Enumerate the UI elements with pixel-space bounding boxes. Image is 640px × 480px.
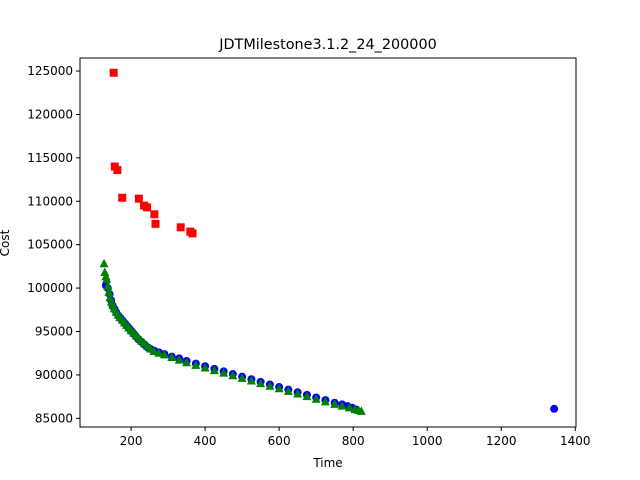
y-tick-label: 120000 bbox=[27, 107, 73, 121]
data-points bbox=[99, 68, 559, 415]
data-point bbox=[134, 194, 143, 203]
x-tick-label: 600 bbox=[268, 434, 291, 448]
data-point bbox=[337, 401, 347, 410]
x-tick-label: 200 bbox=[120, 434, 143, 448]
data-point bbox=[219, 368, 229, 377]
data-point bbox=[356, 406, 366, 415]
data-point bbox=[200, 362, 210, 372]
y-tick-label: 115000 bbox=[27, 151, 73, 165]
y-tick-label: 95000 bbox=[35, 324, 73, 338]
y-tick-label: 105000 bbox=[27, 238, 73, 252]
x-tick-label: 1000 bbox=[412, 434, 443, 448]
data-point bbox=[274, 383, 284, 393]
data-point bbox=[182, 357, 192, 367]
data-point bbox=[109, 68, 118, 77]
data-point bbox=[100, 267, 110, 276]
data-point bbox=[104, 287, 114, 296]
data-point bbox=[176, 223, 185, 232]
y-tick-label: 90000 bbox=[35, 368, 73, 382]
data-point bbox=[246, 375, 256, 385]
y-tick-label: 125000 bbox=[27, 64, 73, 78]
x-tick-label: 1200 bbox=[486, 434, 517, 448]
x-tick-label: 400 bbox=[194, 434, 217, 448]
data-point bbox=[293, 389, 303, 398]
data-point bbox=[550, 404, 559, 413]
y-tick-label: 85000 bbox=[35, 411, 73, 425]
data-point bbox=[149, 346, 159, 355]
data-point bbox=[142, 203, 151, 212]
data-point bbox=[113, 166, 122, 175]
data-point bbox=[118, 193, 127, 202]
data-point bbox=[151, 219, 160, 228]
y-tick-label: 110000 bbox=[27, 194, 73, 208]
x-tick-label: 800 bbox=[342, 434, 365, 448]
y-axis-label: Cost bbox=[0, 229, 12, 256]
data-point bbox=[344, 402, 354, 412]
y-axis: 85000 90000 95000 100000 105000 110000 115000 1… bbox=[27, 64, 80, 425]
plot-area-frame bbox=[79, 57, 577, 428]
data-point bbox=[174, 355, 184, 364]
y-tick-label: 100000 bbox=[27, 281, 73, 295]
data-point bbox=[103, 281, 113, 290]
chart-title: JDTMilestone3.1.2_24_200000 bbox=[218, 37, 437, 53]
data-point bbox=[237, 373, 247, 382]
x-tick-label: 1400 bbox=[560, 434, 591, 448]
data-point bbox=[209, 365, 219, 375]
data-point bbox=[311, 394, 321, 403]
data-point bbox=[256, 378, 266, 388]
x-axis-label: Time bbox=[312, 456, 342, 470]
data-point bbox=[188, 229, 197, 238]
data-point bbox=[102, 274, 112, 283]
data-point bbox=[167, 352, 177, 362]
data-point bbox=[228, 370, 238, 380]
data-point bbox=[154, 348, 164, 357]
series-2 bbox=[99, 258, 366, 415]
data-point bbox=[150, 210, 159, 219]
data-point bbox=[159, 349, 169, 359]
data-point bbox=[330, 399, 340, 408]
data-point bbox=[191, 360, 201, 369]
data-point bbox=[265, 381, 275, 390]
data-point bbox=[320, 396, 330, 406]
data-point bbox=[99, 258, 109, 268]
series-1 bbox=[109, 68, 197, 238]
data-point bbox=[302, 391, 312, 401]
data-point bbox=[283, 386, 293, 395]
x-axis: 200 400 600 800 1000 1200 1400 bbox=[120, 427, 591, 448]
